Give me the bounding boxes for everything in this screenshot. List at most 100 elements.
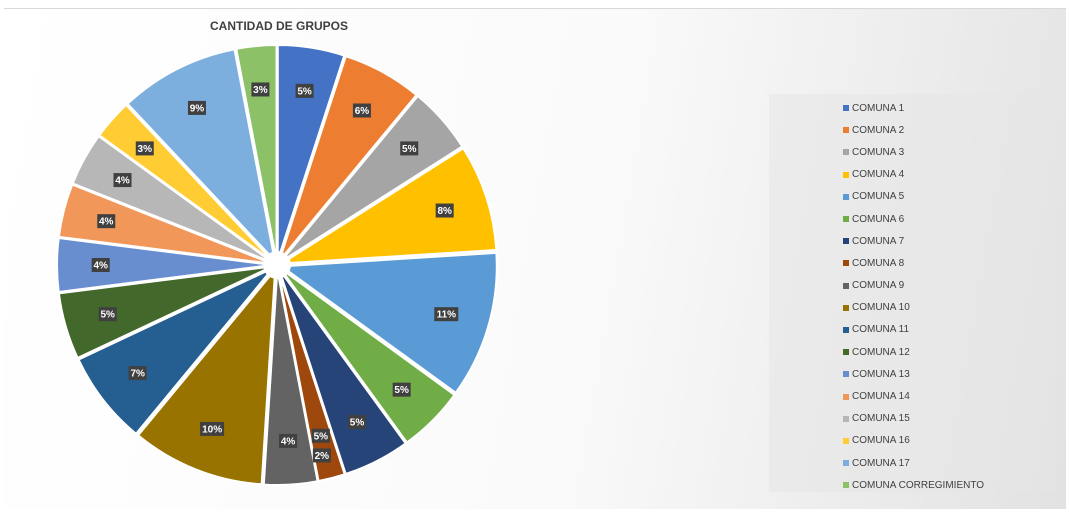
legend-swatch — [843, 482, 849, 489]
legend-item-comuna-7: COMUNA 7 — [769, 230, 1055, 252]
legend-item-comuna-2: COMUNA 2 — [769, 119, 1055, 141]
legend-swatch — [843, 437, 849, 444]
pie-slice-comuna-13 — [56, 236, 273, 294]
legend-swatch — [843, 282, 849, 289]
legend-label: COMUNA 11 — [852, 324, 910, 336]
svg-text:5%: 5% — [314, 431, 329, 442]
data-label: 2% — [312, 448, 331, 463]
pie-slice-comuna-11 — [77, 267, 274, 436]
legend-label: COMUNA 1 — [852, 102, 905, 114]
chart-title: CANTIDAD DE GRUPOS — [209, 19, 348, 33]
svg-text:5%: 5% — [350, 418, 365, 429]
svg-text:4%: 4% — [115, 176, 130, 187]
legend-swatch — [843, 326, 849, 333]
svg-text:5%: 5% — [100, 310, 115, 321]
svg-text:5%: 5% — [297, 86, 312, 97]
legend-item-comuna-9: COMUNA 9 — [769, 275, 1055, 297]
data-label: 3% — [135, 141, 154, 156]
legend: COMUNA 1 COMUNA 2 COMUNA 3 COMUNA 4 COMUNA 5… — [769, 94, 1055, 492]
legend-label: COMUNA 5 — [852, 191, 905, 203]
data-label: 4% — [113, 173, 132, 188]
legend-swatch — [843, 371, 849, 378]
legend-swatch — [843, 460, 849, 467]
svg-text:10%: 10% — [202, 424, 222, 435]
data-label: 7% — [128, 366, 147, 381]
pie-slice-comuna-9 — [262, 269, 319, 486]
legend-item-comuna-8: COMUNA 8 — [769, 252, 1055, 274]
svg-text:6%: 6% — [355, 106, 370, 117]
pie-slice-comuna-2 — [278, 54, 418, 262]
legend-item-comuna-11: COMUNA 11 — [769, 319, 1055, 341]
legend-label: COMUNA 3 — [852, 146, 905, 158]
data-label: 5% — [311, 428, 330, 443]
legend-swatch — [843, 171, 849, 178]
legend-label: COMUNA 17 — [852, 457, 910, 469]
pie-slice-comuna-corregimiento — [235, 44, 278, 261]
legend-swatch — [843, 304, 849, 311]
data-label: 11% — [434, 307, 459, 322]
legend-label: COMUNA 16 — [852, 435, 910, 447]
pie-slice-comuna-4 — [281, 146, 498, 265]
pie-slice-comuna-10 — [136, 266, 277, 486]
data-label: 5% — [295, 83, 314, 98]
legend-swatch — [843, 238, 849, 245]
pie-slice-comuna-7 — [278, 268, 408, 476]
data-label: 5% — [400, 141, 419, 156]
legend-swatch — [843, 149, 849, 156]
legend-swatch — [843, 127, 849, 134]
legend-label: COMUNA 15 — [852, 413, 910, 425]
legend-swatch — [843, 393, 849, 400]
chart-area: CANTIDAD DE GRUPOS 5% 6% 5% 8% 11% 5% 5% 5% 2% 4%… — [4, 8, 1066, 509]
svg-text:2%: 2% — [315, 451, 330, 462]
svg-text:5%: 5% — [394, 385, 409, 396]
pie-slice-comuna-5 — [278, 251, 498, 395]
legend-label: COMUNA 12 — [852, 346, 910, 358]
legend-label: COMUNA 6 — [852, 213, 905, 225]
legend-swatch — [843, 260, 849, 267]
svg-text:4%: 4% — [93, 261, 108, 272]
legend-item-comuna-13: COMUNA 13 — [769, 363, 1055, 385]
data-label: 4% — [279, 433, 298, 448]
legend-item-comuna-16: COMUNA 16 — [769, 430, 1055, 452]
data-label: 8% — [435, 203, 454, 218]
pie-slice-comuna-3 — [279, 94, 464, 263]
svg-text:4%: 4% — [281, 436, 296, 447]
legend-label: COMUNA 4 — [852, 169, 905, 181]
svg-text:5%: 5% — [402, 144, 417, 155]
legend-swatch — [843, 193, 849, 200]
legend-item-comuna-6: COMUNA 6 — [769, 208, 1055, 230]
pie-slice-comuna-17 — [126, 48, 277, 264]
data-label: 4% — [91, 258, 110, 272]
svg-text:4%: 4% — [99, 217, 114, 228]
legend-label: COMUNA 14 — [852, 391, 910, 403]
data-label: 4% — [97, 214, 116, 229]
svg-text:8%: 8% — [437, 206, 452, 217]
legend-item-comuna-12: COMUNA 12 — [769, 341, 1055, 363]
data-label: 3% — [251, 82, 270, 97]
legend-swatch — [843, 216, 849, 223]
legend-item-comuna-3: COMUNA 3 — [769, 141, 1055, 163]
pie-center — [263, 251, 291, 279]
legend-item-comuna-10: COMUNA 10 — [769, 297, 1055, 319]
data-label: 9% — [187, 100, 206, 115]
legend-item-comuna-1: COMUNA 1 — [769, 97, 1055, 119]
legend-item-comuna-4: COMUNA 4 — [769, 164, 1055, 186]
data-label: 5% — [392, 382, 411, 397]
legend-label: COMUNA CORREGIMIENTO — [852, 479, 985, 491]
svg-text:11%: 11% — [437, 310, 457, 321]
legend-label: COMUNA 2 — [852, 124, 905, 136]
legend-label: COMUNA 9 — [852, 280, 905, 292]
legend-swatch — [843, 349, 849, 356]
pie-slice-comuna-12 — [57, 265, 273, 360]
pie-slice-comuna-15 — [71, 134, 274, 264]
data-label: 10% — [200, 421, 225, 436]
legend-label: COMUNA 8 — [852, 257, 905, 269]
data-label: 5% — [98, 307, 117, 322]
legend-swatch — [843, 415, 849, 422]
data-label: 5% — [348, 415, 367, 430]
legend-item-comuna-5: COMUNA 5 — [769, 186, 1055, 208]
legend-item-comuna-17: COMUNA 17 — [769, 452, 1055, 474]
legend-label: COMUNA 13 — [852, 368, 910, 380]
svg-text:7%: 7% — [130, 369, 145, 380]
pie-slice-comuna-14 — [57, 183, 273, 265]
